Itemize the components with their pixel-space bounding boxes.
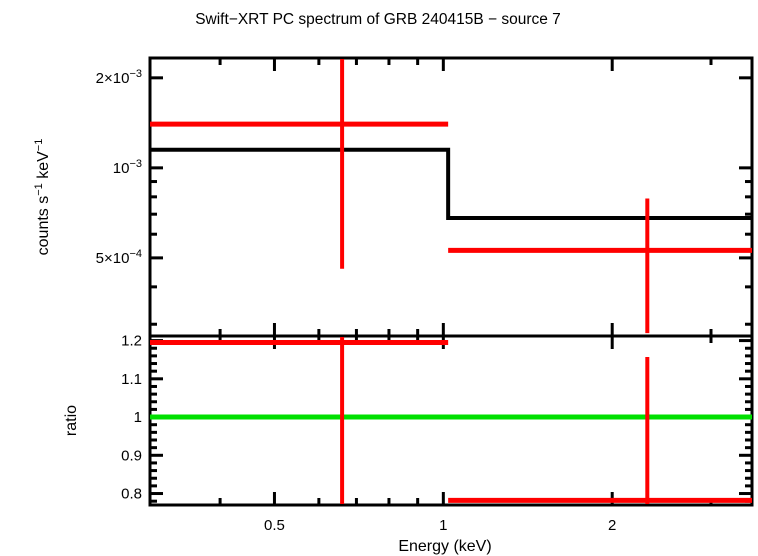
plot-panels: 0.5 1 2 2×10−3​ 10−3​ 5×10−4​ 0.8 0.9 1 1.1 1.2 cou… [33,56,754,555]
ratio-y-tick-label: 1.2 [121,333,142,350]
spectrum-y-axis-label: counts s−1​ keV−1​ [33,139,52,256]
ratio-y-tick-label: 0.8 [121,486,142,503]
spectrum-y-tick-label: 10−3​ [113,158,142,177]
x-axis-label: Energy (keV) [398,538,491,555]
spectrum-panel-frame [148,56,754,338]
x-tick-label: 0.5 [264,517,285,534]
plot-title: Swift−XRT PC spectrum of GRB 240415B − s… [195,11,561,28]
ratio-panel-frame [148,334,754,507]
model-line [150,147,752,220]
ratio-y-tick-label: 0.9 [121,447,142,464]
ratio-y-tick-label: 1.1 [121,371,142,388]
x-tick-label: 2 [608,517,616,534]
spectrum-y-tick-label: 2×10−3​ [96,68,142,87]
x-tick-label: 1 [439,517,447,534]
ratio-y-tick-label: 1 [134,409,142,426]
ratio-y-axis-label: ratio [63,405,80,436]
spectrum-y-tick-label: 5×10−4​ [96,248,142,267]
